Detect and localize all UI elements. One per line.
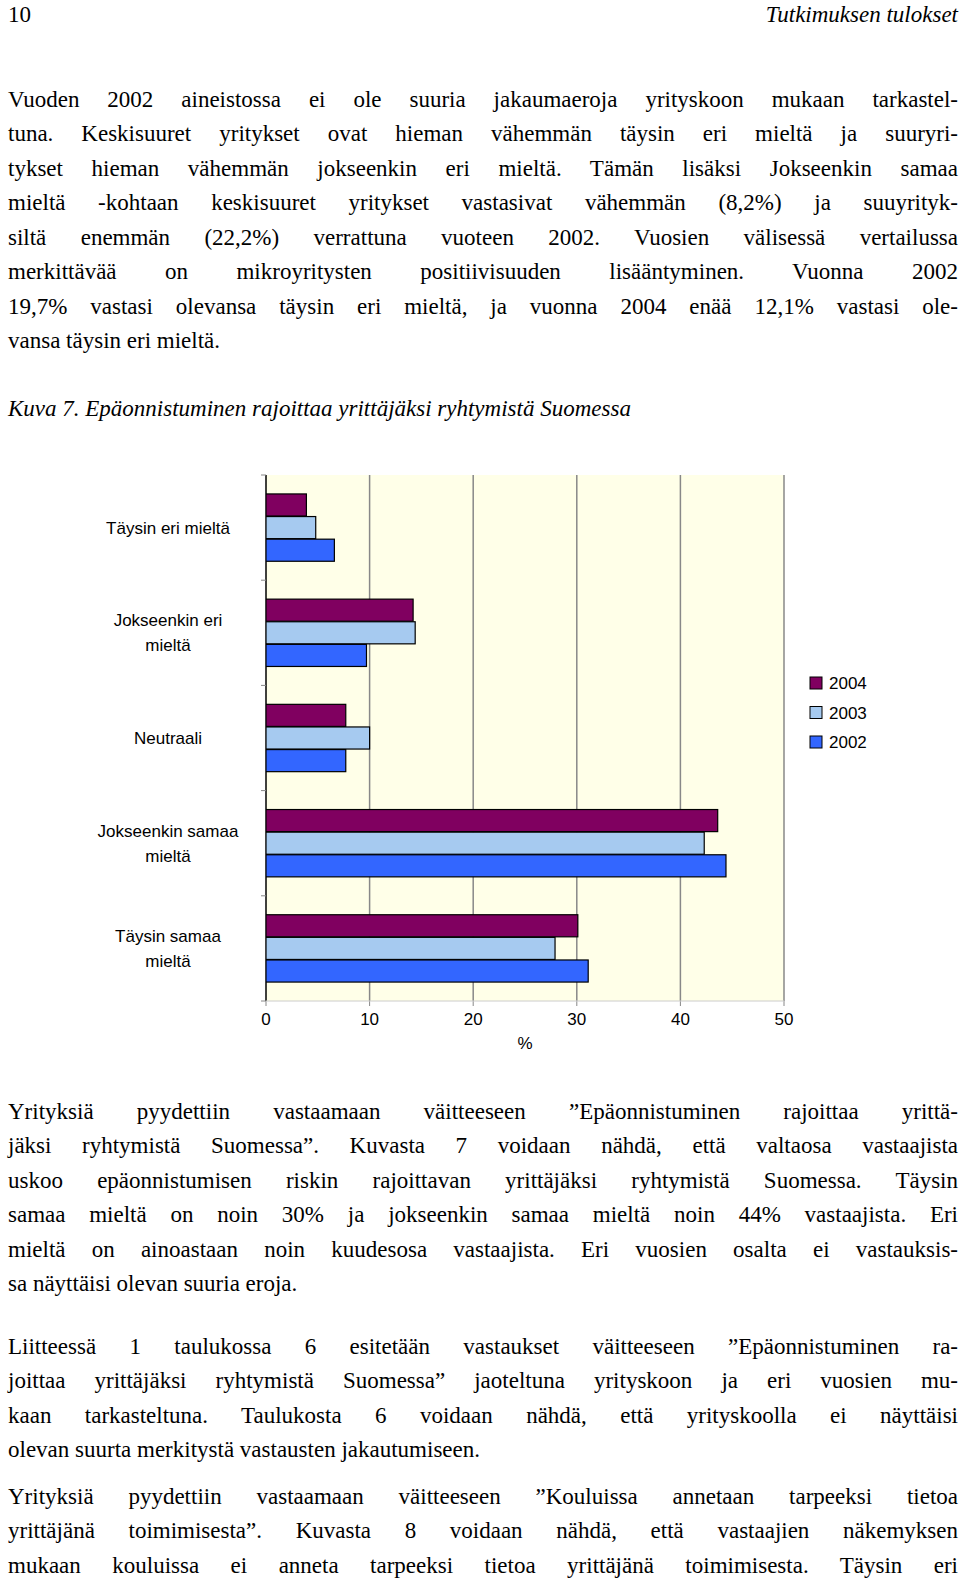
legend-label: 2004 (829, 674, 867, 693)
plot-background (266, 475, 784, 1001)
category-tick (261, 685, 266, 686)
bar (266, 937, 555, 959)
category-label-line: mieltä (145, 847, 191, 866)
tick-mark (784, 1001, 785, 1006)
legend-swatch (810, 736, 822, 748)
text-line: kaan tarkasteltuna. Taulukosta 6 voidaan… (8, 1399, 958, 1434)
category-tick (261, 895, 266, 896)
chart: 0 10 20 30 40 50% Täysin eri mieltä Jokseenkin … (0, 440, 960, 1080)
bar (266, 644, 366, 666)
text-line: tykset hieman vähemmän jokseenkin eri mi… (8, 152, 958, 187)
legend-swatch (810, 677, 822, 689)
tick-mark (680, 1001, 681, 1006)
category-tick (261, 580, 266, 581)
bar (266, 750, 346, 772)
tick-label: 10 (360, 1010, 379, 1029)
category-label: Jokseenkin eri mieltä (114, 611, 223, 655)
bar (266, 704, 346, 726)
text-line: olevan suurta merkitystä vastausten jaka… (8, 1433, 958, 1468)
text-line: sa näyttäisi olevan suuria eroja. (8, 1267, 958, 1302)
category-label-line: mieltä (145, 636, 191, 655)
figure-caption: Kuva 7. Epäonnistuminen rajoittaa yrittä… (8, 392, 631, 427)
text-line: samaa mieltä on noin 30% ja jokseenkin s… (8, 1198, 958, 1233)
category-label: Täysin eri mieltä (106, 519, 230, 538)
text-line: jäksi ryhtymistä Suomessa”. Kuvasta 7 vo… (8, 1129, 958, 1164)
bar (266, 727, 370, 749)
bar (266, 832, 704, 854)
category-label-line: Neutraali (134, 729, 202, 748)
axis-label: % (517, 1034, 532, 1053)
text-line: joittaa yrittäjäksi ryhtymistä Suomessa”… (8, 1364, 958, 1399)
bar (266, 494, 306, 516)
legend-swatch (810, 707, 822, 719)
text-line: Yrityksiä pyydettiin vastaamaan väittees… (8, 1095, 958, 1130)
text-line: 19,7% vastasi olevansa täysin eri mieltä… (8, 290, 958, 325)
grid-line (783, 475, 785, 1001)
tick-mark (266, 1001, 267, 1006)
text-line: Yrityksiä pyydettiin vastaamaan väittees… (8, 1480, 958, 1515)
text-line: Vuoden 2002 aineistossa ei ole suuria ja… (8, 83, 958, 118)
tick-label: 0 (261, 1010, 270, 1029)
text-line: mieltä -kohtaan keskisuuret yritykset va… (8, 186, 958, 221)
category-label-line: Täysin eri mieltä (106, 519, 230, 538)
category-label: Jokseenkin samaa mieltä (98, 822, 239, 866)
category-label-line: mieltä (145, 952, 191, 971)
text-line: siltä enemmän (22,2%) verrattuna vuoteen… (8, 221, 958, 256)
running-title: Tutkimuksen tulokset (766, 0, 958, 30)
x-axis (266, 1001, 784, 1002)
category-tick (261, 1001, 266, 1002)
bar (266, 517, 316, 539)
text-line: tuna. Keskisuuret yritykset ovat hieman … (8, 117, 958, 152)
category-tick (261, 790, 266, 791)
tick-mark (576, 1001, 577, 1006)
bar (266, 599, 413, 621)
category-label: Täysin samaa mieltä (115, 927, 221, 971)
text-line: vansa täysin eri mieltä. (8, 324, 958, 359)
text-line: mieltä on ainoastaan noin kuudesosa vast… (8, 1233, 958, 1268)
category-label: Neutraali (134, 729, 202, 748)
text-line: yrittäjänä toimimisesta”. Kuvasta 8 void… (8, 1514, 958, 1549)
text-line: Liitteessä 1 taulukossa 6 esitetään vast… (8, 1330, 958, 1365)
text-line: uskoo epäonnistumisen riskin rajoittavan… (8, 1164, 958, 1199)
text-line: merkittävää on mikroyritysten positiivis… (8, 255, 958, 290)
page-number: 10 (8, 0, 31, 30)
category-label-line: Jokseenkin samaa (98, 822, 239, 841)
bar (266, 915, 578, 937)
bar (266, 810, 718, 832)
tick-label: 50 (775, 1010, 794, 1029)
tick-mark (369, 1001, 370, 1006)
tick-label: 20 (464, 1010, 483, 1029)
tick-label: 30 (567, 1010, 586, 1029)
bar (266, 622, 415, 644)
category-tick (261, 475, 266, 476)
bar (266, 539, 334, 561)
tick-label: 40 (671, 1010, 690, 1029)
bar (266, 960, 588, 982)
category-label-line: Täysin samaa (115, 927, 221, 946)
legend-label: 2002 (829, 733, 867, 752)
grid-line (680, 475, 682, 1001)
bar (266, 855, 726, 877)
tick-mark (473, 1001, 474, 1006)
category-label-line: Jokseenkin eri (114, 611, 223, 630)
bars (266, 494, 726, 982)
text-line: mukaan kouluissa ei anneta tarpeeksi tie… (8, 1549, 958, 1584)
legend-label: 2003 (829, 704, 867, 723)
